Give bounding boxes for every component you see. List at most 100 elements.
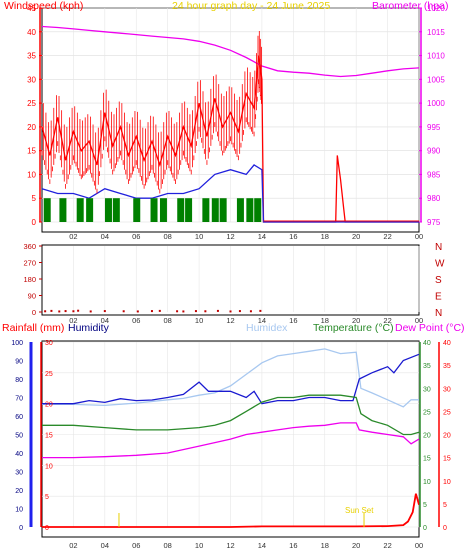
dir-tick-label: 270 xyxy=(23,259,36,268)
dewpoint-tick-label: 5 xyxy=(443,502,447,509)
top-hour-label: 00 xyxy=(415,232,423,241)
top-hour-label: 20 xyxy=(352,232,360,241)
wind-direction-point xyxy=(216,309,219,312)
temperature-tick-label: 35 xyxy=(423,363,431,370)
humidex-axis-title: Humidex xyxy=(246,322,288,334)
bottom-hour-label: 06 xyxy=(132,541,140,550)
humidity-tick-label: 25 xyxy=(45,371,53,378)
wind-direction-point xyxy=(194,310,197,313)
wind-tick-label: 15 xyxy=(27,147,36,156)
wind-direction-point xyxy=(58,310,61,313)
rainfall-tick-label: 10 xyxy=(15,507,23,514)
bottom-hour-label: 22 xyxy=(383,541,391,550)
rainfall-tick-label: 0 xyxy=(19,525,23,532)
rain-flag-bar xyxy=(219,198,227,222)
top-hour-label: 10 xyxy=(195,232,203,241)
dewpoint-axis-title: Dew Point (°C) xyxy=(395,322,465,334)
wind-tick-label: 35 xyxy=(27,52,36,61)
wind-direction-point xyxy=(229,310,232,313)
dir-tick-label: 360 xyxy=(23,242,36,251)
wind-direction-point xyxy=(89,310,92,313)
humidity-tick-label: 0 xyxy=(45,525,49,532)
temperature-tick-label: 30 xyxy=(423,386,431,393)
wind-direction-point xyxy=(158,309,161,312)
barometer-line xyxy=(41,25,420,78)
baro-tick-label: 1000 xyxy=(427,99,445,108)
bottom-hour-label: 04 xyxy=(101,541,109,550)
barometer-axis-title: Barometer (hpa) xyxy=(372,0,448,12)
dewpoint-tick-label: 20 xyxy=(443,433,451,440)
dewpoint-tick-label: 15 xyxy=(443,456,451,463)
mid-hour-label: 12 xyxy=(226,316,234,325)
top-hour-label: 06 xyxy=(132,232,140,241)
top-hour-label: 14 xyxy=(258,232,266,241)
rain-flag-bar xyxy=(112,198,120,222)
rain-flag-bar xyxy=(246,198,254,222)
rain-flag-bar xyxy=(150,198,158,222)
top-hour-label: 16 xyxy=(289,232,297,241)
bottom-hour-label: 10 xyxy=(195,541,203,550)
mid-hour-label: 08 xyxy=(163,316,171,325)
wind-direction-point xyxy=(72,310,75,313)
rain-flag-bar xyxy=(43,198,51,222)
top-hour-label: 08 xyxy=(163,232,171,241)
dir-tick-label: 180 xyxy=(23,275,36,284)
humidity-tick-label: 15 xyxy=(45,433,53,440)
rain-flag-bar xyxy=(185,198,193,222)
baro-tick-label: 1015 xyxy=(427,28,445,37)
baro-tick-label: 1010 xyxy=(427,52,445,61)
rain-flag-bar xyxy=(104,198,112,222)
temperature-tick-label: 40 xyxy=(423,340,431,347)
rain-flag-bar xyxy=(254,198,262,222)
wind-tick-label: 20 xyxy=(27,123,36,132)
sunset-label: Sun Set xyxy=(345,506,374,515)
dewpoint-line xyxy=(42,422,420,459)
bottom-hour-label: 02 xyxy=(69,541,77,550)
temperature-tick-label: 15 xyxy=(423,456,431,463)
wind-direction-point xyxy=(182,310,185,313)
rainfall-tick-label: 60 xyxy=(15,414,23,421)
rainfall-tick-label: 100 xyxy=(11,340,23,347)
bottom-hour-label: 00 xyxy=(415,541,423,550)
rain-flag-bar xyxy=(177,198,185,222)
mid-hour-label: 10 xyxy=(195,316,203,325)
compass-label: S xyxy=(435,275,442,286)
rainfall-tick-label: 90 xyxy=(15,359,23,366)
bottom-hour-label: 20 xyxy=(352,541,360,550)
dewpoint-tick-label: 30 xyxy=(443,386,451,393)
bottom-hour-label: 18 xyxy=(321,541,329,550)
baro-tick-label: 975 xyxy=(427,218,441,227)
rainfall-tick-label: 30 xyxy=(15,470,23,477)
humidity-line xyxy=(42,353,420,405)
baro-tick-label: 1005 xyxy=(427,75,445,84)
wind-direction-point xyxy=(44,310,47,313)
rain-flag-bar xyxy=(211,198,219,222)
wind-direction-point xyxy=(150,310,153,313)
rain-flag-bar xyxy=(202,198,210,222)
wind-direction-point xyxy=(64,310,67,313)
rainfall-tick-label: 50 xyxy=(15,433,23,440)
baro-tick-label: 990 xyxy=(427,147,441,156)
rainfall-tick-label: 40 xyxy=(15,451,23,458)
baro-tick-label: 985 xyxy=(427,170,441,179)
dewpoint-tick-label: 10 xyxy=(443,479,451,486)
mid-hour-label: 00 xyxy=(415,316,423,325)
wind-tick-label: 25 xyxy=(27,99,36,108)
avg-windspeed-line xyxy=(41,164,419,223)
bottom-hour-label: 14 xyxy=(258,541,266,550)
wind-direction-point xyxy=(50,309,53,312)
dewpoint-tick-label: 25 xyxy=(443,409,451,416)
rain-flag-bar xyxy=(133,198,141,222)
top-hour-label: 18 xyxy=(321,232,329,241)
mid-hour-label: 18 xyxy=(321,316,329,325)
wind-direction-point xyxy=(136,310,139,313)
mid-hour-label: 06 xyxy=(132,316,140,325)
dewpoint-tick-label: 35 xyxy=(443,363,451,370)
dewpoint-tick-label: 40 xyxy=(443,340,451,347)
temperature-tick-label: 25 xyxy=(423,409,431,416)
graph-title: 24 hour graph day - 24 June 2025 xyxy=(172,0,330,12)
temperature-tick-label: 10 xyxy=(423,479,431,486)
windspeed-axis-title: Windspeed (kph) xyxy=(4,0,83,12)
humidity-tick-label: 20 xyxy=(45,402,53,409)
